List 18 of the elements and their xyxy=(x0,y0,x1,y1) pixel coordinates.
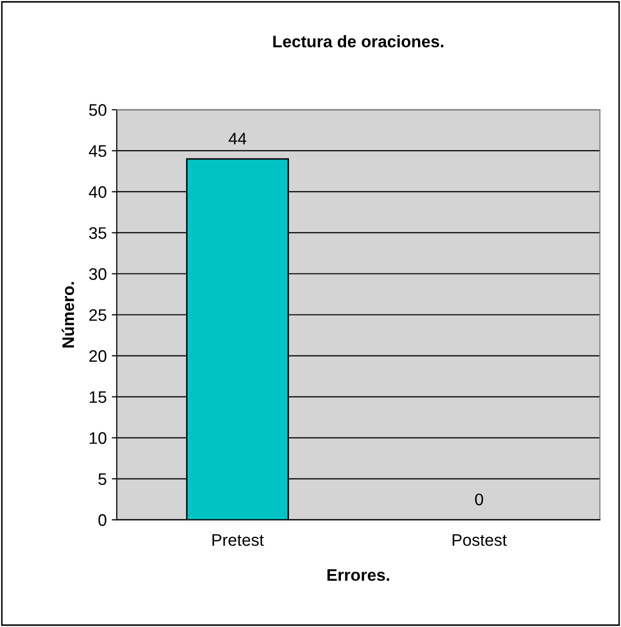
y-tick-label: 50 xyxy=(89,104,106,116)
y-tick-label: 15 xyxy=(90,391,106,403)
data-label: 0 xyxy=(475,494,484,506)
x-tick-label: Postest xyxy=(452,534,507,546)
y-tick-label: 25 xyxy=(89,309,106,321)
y-tick-label: 45 xyxy=(88,145,106,157)
chart-title: Lectura de oraciones. xyxy=(273,35,444,48)
y-tick-label: 30 xyxy=(89,268,106,280)
y-tick-label: 10 xyxy=(90,432,106,444)
y-tick-label: 5 xyxy=(98,473,106,485)
x-axis-title: Errores. xyxy=(327,569,390,581)
x-tick-label: Pretest xyxy=(212,534,264,546)
y-axis-title: Número. xyxy=(62,282,74,348)
y-tick-label: 0 xyxy=(98,514,106,526)
y-tick-label: 40 xyxy=(88,186,106,198)
data-label: 44 xyxy=(228,132,246,144)
y-tick-label: 35 xyxy=(89,227,106,239)
y-tick-label: 20 xyxy=(89,350,106,362)
